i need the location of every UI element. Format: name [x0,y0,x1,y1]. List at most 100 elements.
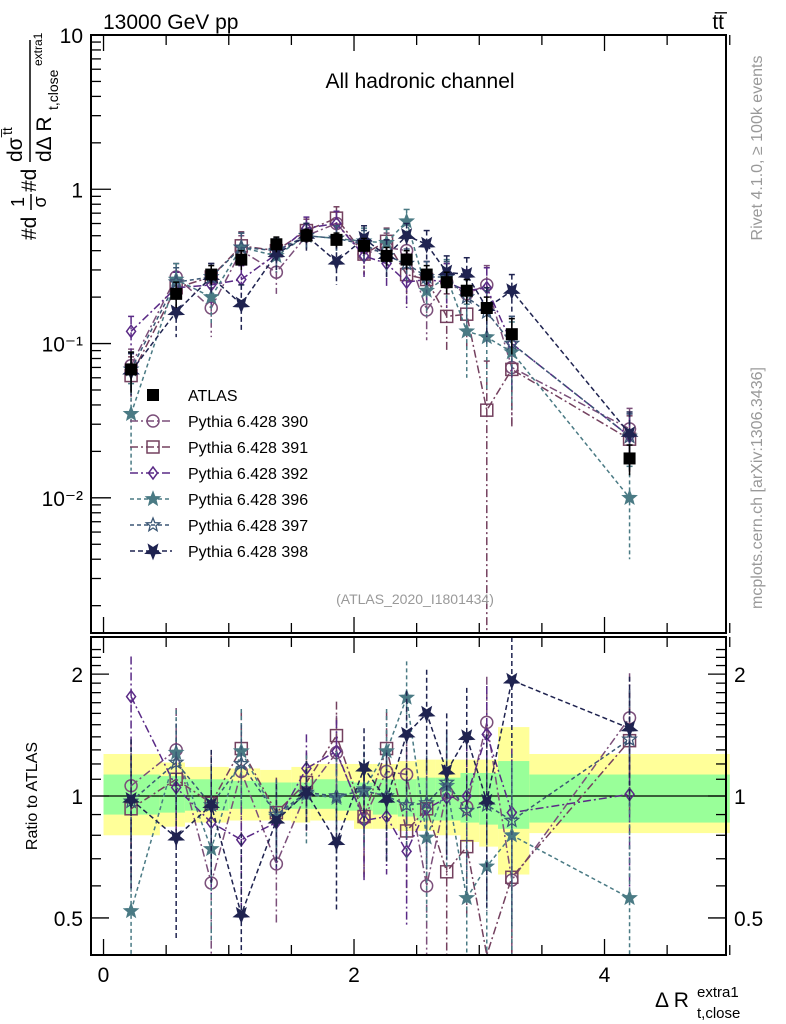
data-point [170,287,183,300]
data-point [480,403,494,417]
data-point [327,253,346,271]
data-point [232,296,251,314]
data-point [620,426,639,444]
series-line [130,234,631,435]
legend-marker [144,543,162,561]
series-atlas [125,228,636,476]
data-point [330,233,343,246]
data-point [439,309,454,324]
series-line [130,697,630,912]
legend-label: Pythia 6.428 398 [188,544,308,561]
x-tick-label: 0 [98,964,110,987]
data-point [358,248,370,264]
data-point [418,794,436,811]
svg-text:t̅t: t̅t [0,127,15,138]
legend-label: Pythia 6.428 396 [188,492,308,509]
data-point [417,705,436,723]
svg-text:1: 1 [8,197,28,207]
svg-text:dσ: dσ [4,137,27,162]
data-point [417,236,436,254]
data-point [267,813,286,830]
main-series-layer [122,206,639,633]
legend-marker [146,414,160,428]
data-point [122,791,140,809]
data-point [297,785,316,802]
main-frame [90,34,727,634]
svg-text:#d: #d [18,169,41,192]
data-point [397,228,416,246]
legend-entry: Pythia 6.428 392 [130,465,308,483]
legend-label: Pythia 6.428 391 [188,440,308,457]
data-point [167,829,186,847]
data-point [205,268,218,281]
legend-label: ATLAS [188,388,238,405]
svg-text:Δ R: Δ R [655,989,689,1012]
series-line [130,234,631,438]
data-point [477,793,496,811]
data-point [503,811,521,828]
legend-entry: Pythia 6.428 391 [130,440,308,457]
header-left: 13000 GeV pp [103,11,238,34]
data-point [401,274,413,290]
x-tick-label: 2 [348,964,360,987]
legend-marker [144,516,162,533]
data-point [380,249,393,262]
data-point [355,760,373,778]
data-point [232,906,251,924]
data-point [202,288,220,305]
data-point [122,405,140,422]
data-point [300,761,312,776]
data-point [398,796,415,813]
ratio-y-tick-label-left: 2 [71,664,83,687]
series-line [130,217,630,440]
series-line [130,222,631,438]
data-point [122,902,140,919]
series-line [130,733,631,956]
data-point [167,753,185,770]
ratio-ylabel: Ratio to ATLAS [24,742,41,850]
data-point [623,452,636,465]
data-point [621,889,638,906]
data-point [125,324,137,339]
legend-label: Pythia 6.428 397 [188,518,308,535]
svg-text:extra1: extra1 [31,32,45,66]
legend: ATLAS Pythia 6.428 390 Pythia 6.428 391 Pyt… [130,388,308,561]
legend-label: Pythia 6.428 390 [188,414,308,431]
data-point [397,726,416,744]
data-point [460,284,473,297]
y-tick-label: 10⁻² [42,488,83,511]
data-point [458,889,476,906]
legend-marker [147,465,159,481]
ratio-y-tick-label-right: 0.5 [734,908,763,931]
data-point [458,322,476,339]
data-point [437,763,456,781]
data-point [621,488,638,505]
data-point [167,304,186,322]
header-right: tt̅ [712,11,728,34]
data-point [232,755,250,772]
axes-layer: 0 2 4 10 1 10⁻¹ 10⁻² 2 2 1 1 0.5 0.5 [42,25,764,987]
data-point [235,253,248,266]
legend-entry: Pythia 6.428 396 [130,490,308,509]
ratio-series-layer [122,637,639,956]
data-point [420,268,433,281]
svg-text:t,close: t,close [45,69,61,110]
data-point [377,791,396,809]
data-point [300,229,313,242]
data-point [457,266,476,284]
data-point [328,787,345,804]
data-point [505,328,518,341]
data-point [620,720,639,738]
watermark: (ATLAS_2020_I1801434) [336,591,494,607]
legend-label: Pythia 6.428 392 [188,466,308,483]
data-point [125,363,138,376]
data-point [358,239,371,252]
series-line [130,696,630,854]
ratio-series-pythia-6-428-398 [122,637,639,955]
legend-marker [147,389,159,401]
chart-title: All hadronic channel [325,70,514,93]
data-point [458,801,476,818]
ratio-y-tick-label-left: 0.5 [54,908,83,931]
svg-text:t,close: t,close [697,1005,740,1022]
